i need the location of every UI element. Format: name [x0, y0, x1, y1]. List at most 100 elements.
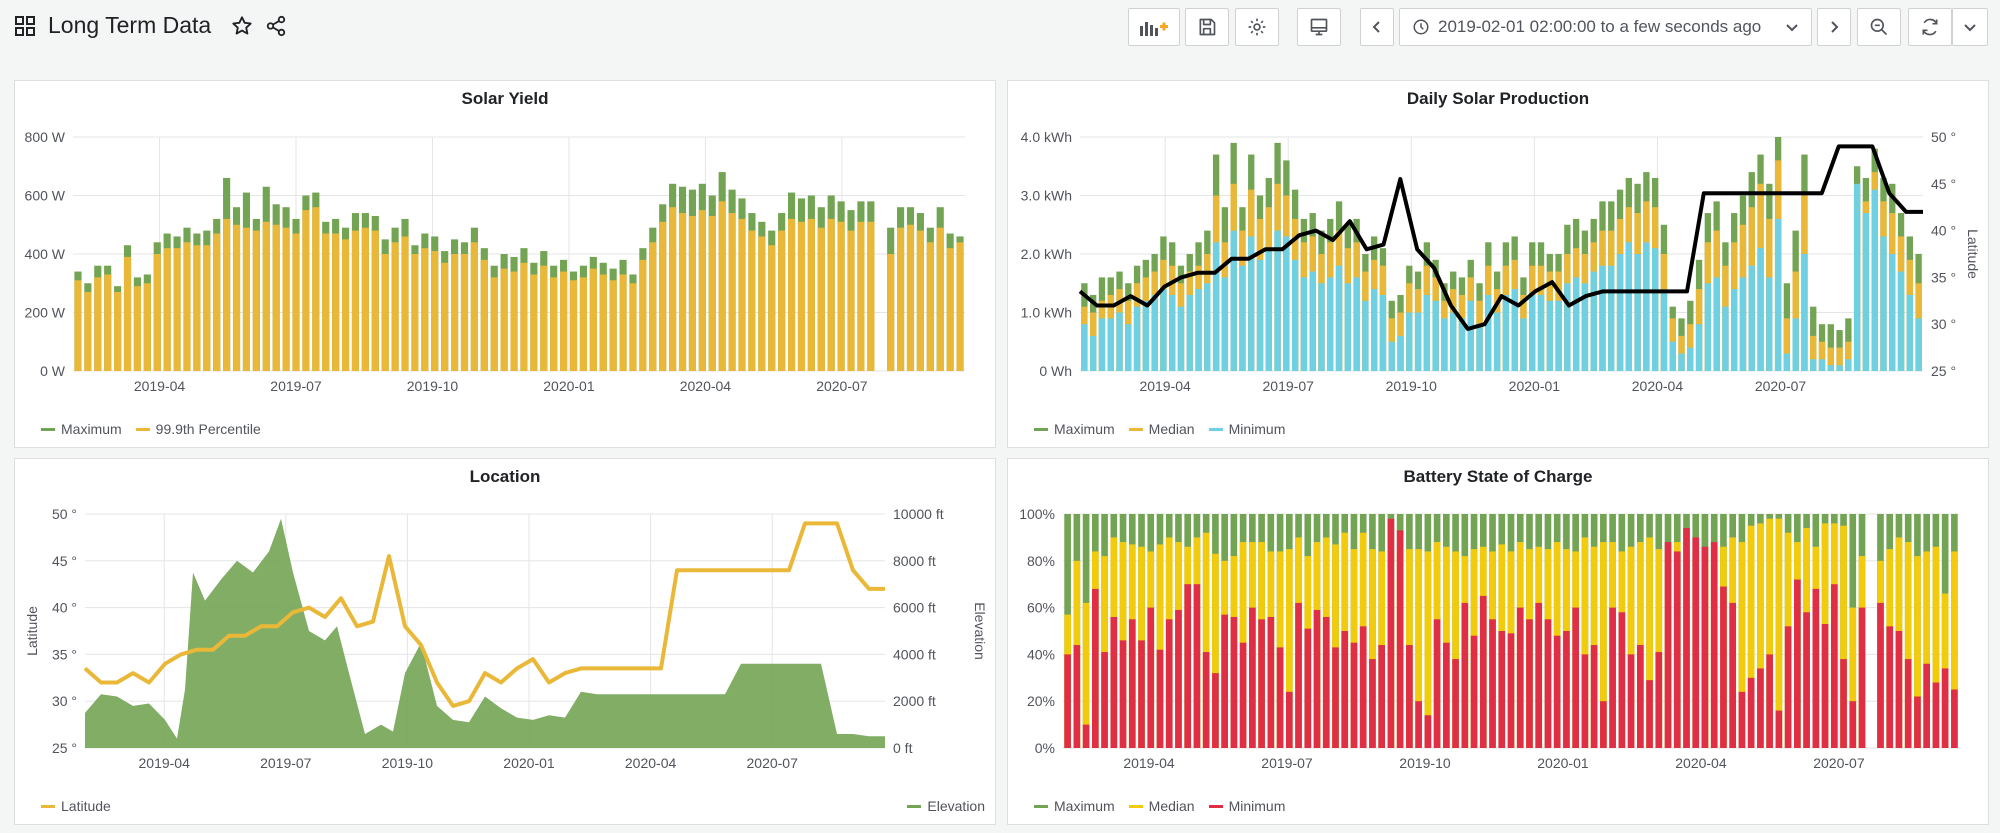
bar-median	[1156, 544, 1164, 748]
legend-item-latitude[interactable]: Latitude	[41, 798, 111, 814]
battery-chart[interactable]: 0% 20% 40% 60% 80% 100% 2019-04 2019-07 2019-10 2…	[1008, 459, 1990, 826]
legend-item-median[interactable]: Median	[1128, 421, 1195, 437]
y2-tick-label: 50 °	[1931, 129, 1956, 145]
bar-minimum	[1423, 294, 1431, 371]
bar-minimum	[1388, 341, 1395, 371]
zoom-out-button[interactable]	[1857, 8, 1901, 46]
bar-minimum	[1230, 616, 1238, 748]
legend-label: Median	[1148, 798, 1195, 814]
bar-median	[1581, 537, 1589, 748]
panel-battery-state-of-charge[interactable]: Battery State of Charge 0% 20% 40% 60% 80% 10…	[1007, 458, 1989, 825]
chart-legend: Maximum Median Minimum	[1034, 421, 1285, 437]
y-tick-label: 0%	[1035, 740, 1055, 756]
bar-minimum	[1646, 680, 1653, 748]
bar-99-9th-percentile	[787, 218, 796, 371]
add-panel-icon	[1140, 22, 1168, 36]
bar-minimum	[1757, 668, 1764, 748]
save-dashboard-button[interactable]	[1185, 8, 1229, 46]
time-shift-back-button[interactable]	[1360, 8, 1394, 46]
y-tick-label: 0 W	[40, 363, 66, 379]
panel-solar-yield[interactable]: Solar Yield 0 W 200 W 400 W 600 W 800 W 2019-…	[14, 80, 996, 448]
bar-minimum	[1520, 318, 1527, 371]
refresh-button[interactable]	[1908, 8, 1952, 46]
bar-minimum	[1618, 612, 1626, 748]
dashboard-title[interactable]: Long Term Data	[48, 12, 212, 38]
bar-99-9th-percentile	[391, 242, 399, 371]
panel-title[interactable]: Solar Yield	[461, 89, 549, 108]
solar-yield-chart[interactable]: 0 W 200 W 400 W 600 W 800 W 2019-04 2019-07 201…	[15, 81, 997, 449]
bar-99-9th-percentile	[84, 292, 92, 371]
bar-minimum	[1636, 645, 1644, 748]
bar-minimum	[1239, 265, 1246, 371]
y-tick-label: 0 Wh	[1039, 363, 1072, 379]
bar-minimum	[1660, 289, 1668, 371]
bar-99-9th-percentile	[847, 230, 855, 371]
bar-99-9th-percentile	[728, 213, 736, 371]
y-tick-label: 25 °	[52, 740, 77, 756]
bar-minimum	[1748, 265, 1755, 371]
legend-item-maximum[interactable]: Maximum	[41, 421, 122, 437]
bar-minimum	[1655, 652, 1663, 748]
bar-minimum	[1186, 294, 1193, 371]
bar-minimum	[1507, 633, 1515, 748]
bar-99-9th-percentile	[550, 277, 558, 371]
grid-icon[interactable]	[14, 15, 36, 37]
bar-minimum	[1177, 306, 1185, 371]
bar-minimum	[1371, 289, 1378, 371]
bar-median	[1818, 341, 1826, 371]
dashboard-title-group[interactable]: Long Term Data	[14, 12, 287, 39]
chart-legend: Maximum 99.9th Percentile	[41, 421, 261, 437]
bar-minimum	[1581, 283, 1589, 371]
bar-99-9th-percentile	[569, 280, 578, 371]
bar-minimum	[1511, 289, 1518, 371]
share-icon[interactable]	[265, 15, 287, 37]
panel-title[interactable]: Daily Solar Production	[1406, 89, 1590, 108]
bar-minimum	[1720, 586, 1727, 748]
x-tick-label: 2020-01	[1509, 378, 1561, 394]
legend-item-median[interactable]: Median	[1128, 798, 1195, 814]
x-tick-label: 2020-01	[543, 378, 595, 394]
legend-item-percentile[interactable]: 99.9th Percentile	[135, 421, 261, 437]
bar-minimum	[1845, 359, 1852, 371]
bar-minimum	[1634, 254, 1641, 371]
x-tick-label: 2020-01	[503, 755, 555, 771]
daily-solar-chart[interactable]: 0 Wh 1.0 kWh 2.0 kWh 3.0 kWh 4.0 kWh 25 ° 30 °…	[1008, 81, 1990, 449]
panel-daily-solar-production[interactable]: Daily Solar Production 0 Wh 1.0 kWh 2.0 kW…	[1007, 80, 1989, 448]
bar-minimum	[1396, 530, 1404, 748]
y-tick-label: 200 W	[25, 305, 66, 321]
bar-minimum	[1537, 294, 1545, 371]
y-tick-label: 100%	[1019, 506, 1055, 522]
settings-button[interactable]	[1235, 8, 1279, 46]
bar-99-9th-percentile	[758, 236, 766, 371]
bar-minimum	[1098, 318, 1106, 371]
chart-legend-right: Elevation	[907, 798, 985, 814]
legend-item-maximum[interactable]: Maximum	[1034, 798, 1115, 814]
time-shift-forward-button[interactable]	[1817, 8, 1851, 46]
bar-median	[1202, 532, 1210, 748]
bar-minimum	[1230, 230, 1237, 371]
location-chart[interactable]: 25 ° 30 ° 35 ° 40 ° 45 ° 50 ° 0 ft 2000 ft 4000 …	[15, 459, 997, 826]
bar-minimum	[1704, 283, 1712, 371]
bar-99-9th-percentile	[768, 245, 776, 371]
tv-mode-button[interactable]	[1297, 8, 1341, 46]
add-panel-button[interactable]	[1128, 8, 1180, 46]
legend-item-elevation[interactable]: Elevation	[907, 798, 985, 814]
x-tick-label: 2020-01	[1537, 755, 1589, 771]
bar-minimum	[1138, 640, 1145, 748]
refresh-interval-dropdown[interactable]	[1952, 8, 1988, 46]
bar-minimum	[1327, 277, 1334, 371]
star-icon[interactable]	[231, 15, 253, 37]
panel-title[interactable]: Location	[469, 467, 541, 486]
bar-median	[1849, 607, 1857, 748]
panel-location[interactable]: Location 25 ° 30 ° 35 ° 40 ° 45 ° 50 ° 0 ft 200…	[14, 458, 996, 825]
bar-minimum	[1774, 218, 1782, 371]
bar-minimum	[1274, 230, 1281, 371]
legend-item-maximum[interactable]: Maximum	[1034, 421, 1115, 437]
legend-item-minimum[interactable]: Minimum	[1208, 798, 1285, 814]
time-range-picker[interactable]: 2019-02-01 02:00:00 to a few seconds ago	[1399, 8, 1812, 46]
bar-99-9th-percentile	[460, 254, 469, 371]
bar-minimum	[1379, 294, 1387, 371]
bar-99-9th-percentile	[282, 227, 290, 371]
panel-title[interactable]: Battery State of Charge	[1403, 467, 1593, 486]
legend-item-minimum[interactable]: Minimum	[1208, 421, 1285, 437]
